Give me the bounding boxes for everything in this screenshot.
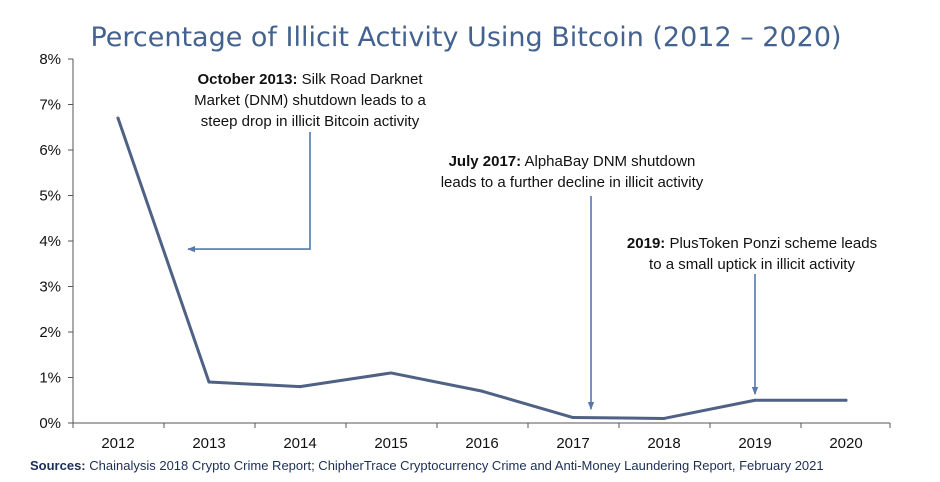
data-point: [298, 385, 302, 389]
sources-note: Sources: Chainalysis 2018 Crypto Crime R…: [30, 458, 824, 473]
annotation-jul-2017-line: July 2017: AlphaBay DNM shutdown: [449, 153, 696, 170]
annotation-oct-2013-line: steep drop in illicit Bitcoin activity: [201, 113, 420, 130]
annotation-jul-2017: July 2017: AlphaBay DNM shutdown leads to…: [441, 153, 704, 410]
y-tick-label: 4%: [39, 233, 61, 250]
x-tick-label: 2018: [647, 435, 680, 452]
data-point: [753, 398, 757, 402]
x-tick-label: 2013: [192, 435, 225, 452]
data-point: [116, 116, 120, 120]
annotation-oct-2013-arrow: [187, 132, 311, 253]
data-point: [844, 398, 848, 402]
y-tick-label: 7%: [39, 97, 61, 114]
x-tick-label: 2014: [283, 435, 316, 452]
annotation-oct-2013-text: Silk Road Darknet: [297, 71, 423, 88]
sources-label: Sources:: [30, 458, 86, 473]
annotation-oct-2013-line: Market (DNM) shutdown leads to a: [194, 92, 426, 109]
data-point: [389, 371, 393, 375]
annotation-2019-line: to a small uptick in illicit activity: [649, 256, 855, 273]
annotation-2019-text: PlusToken Ponzi scheme leads: [665, 235, 877, 252]
annotation-2019: 2019: PlusToken Ponzi scheme leads to a s…: [627, 235, 877, 395]
annotation-jul-2017-text: AlphaBay DNM shutdown: [521, 153, 695, 170]
x-tick-label: 2019: [738, 435, 771, 452]
y-tick-label: 8%: [39, 51, 61, 68]
data-point: [207, 380, 211, 384]
data-point: [662, 416, 666, 420]
x-tick-label: 2012: [101, 435, 134, 452]
annotation-2019-bold: 2019:: [627, 235, 665, 252]
annotation-jul-2017-bold: July 2017:: [449, 153, 522, 170]
data-point: [480, 389, 484, 393]
x-tick-label: 2017: [556, 435, 589, 452]
x-tick-label: 2015: [374, 435, 407, 452]
annotation-oct-2013: October 2013: Silk Road Darknet Market (D…: [187, 71, 427, 253]
sources-text: Chainalysis 2018 Crypto Crime Report; Ch…: [89, 458, 824, 473]
series-layer: [116, 116, 848, 420]
x-axis: 2012 2013 2014 2015 2016 2017 2018 2019 2020: [72, 422, 891, 452]
y-tick-label: 6%: [39, 142, 61, 159]
annotation-jul-2017-line: leads to a further decline in illicit ac…: [441, 174, 704, 191]
y-axis: 0% 1% 2% 3% 4% 5% 6% 7% 8%: [39, 51, 74, 432]
chart-title: Percentage of Illicit Activity Using Bit…: [90, 22, 841, 53]
annotation-oct-2013-bold: October 2013:: [197, 71, 297, 88]
y-tick-label: 3%: [39, 279, 61, 296]
y-tick-label: 0%: [39, 415, 61, 432]
x-tick-label: 2020: [829, 435, 862, 452]
y-tick-label: 1%: [39, 370, 61, 387]
x-tick-label: 2016: [465, 435, 498, 452]
annotation-2019-line: 2019: PlusToken Ponzi scheme leads: [627, 235, 877, 252]
annotations-layer: October 2013: Silk Road Darknet Market (D…: [187, 71, 877, 410]
y-tick-label: 5%: [39, 188, 61, 205]
y-tick-label: 2%: [39, 324, 61, 341]
annotation-oct-2013-line: October 2013: Silk Road Darknet: [197, 71, 423, 88]
data-point: [571, 416, 575, 420]
